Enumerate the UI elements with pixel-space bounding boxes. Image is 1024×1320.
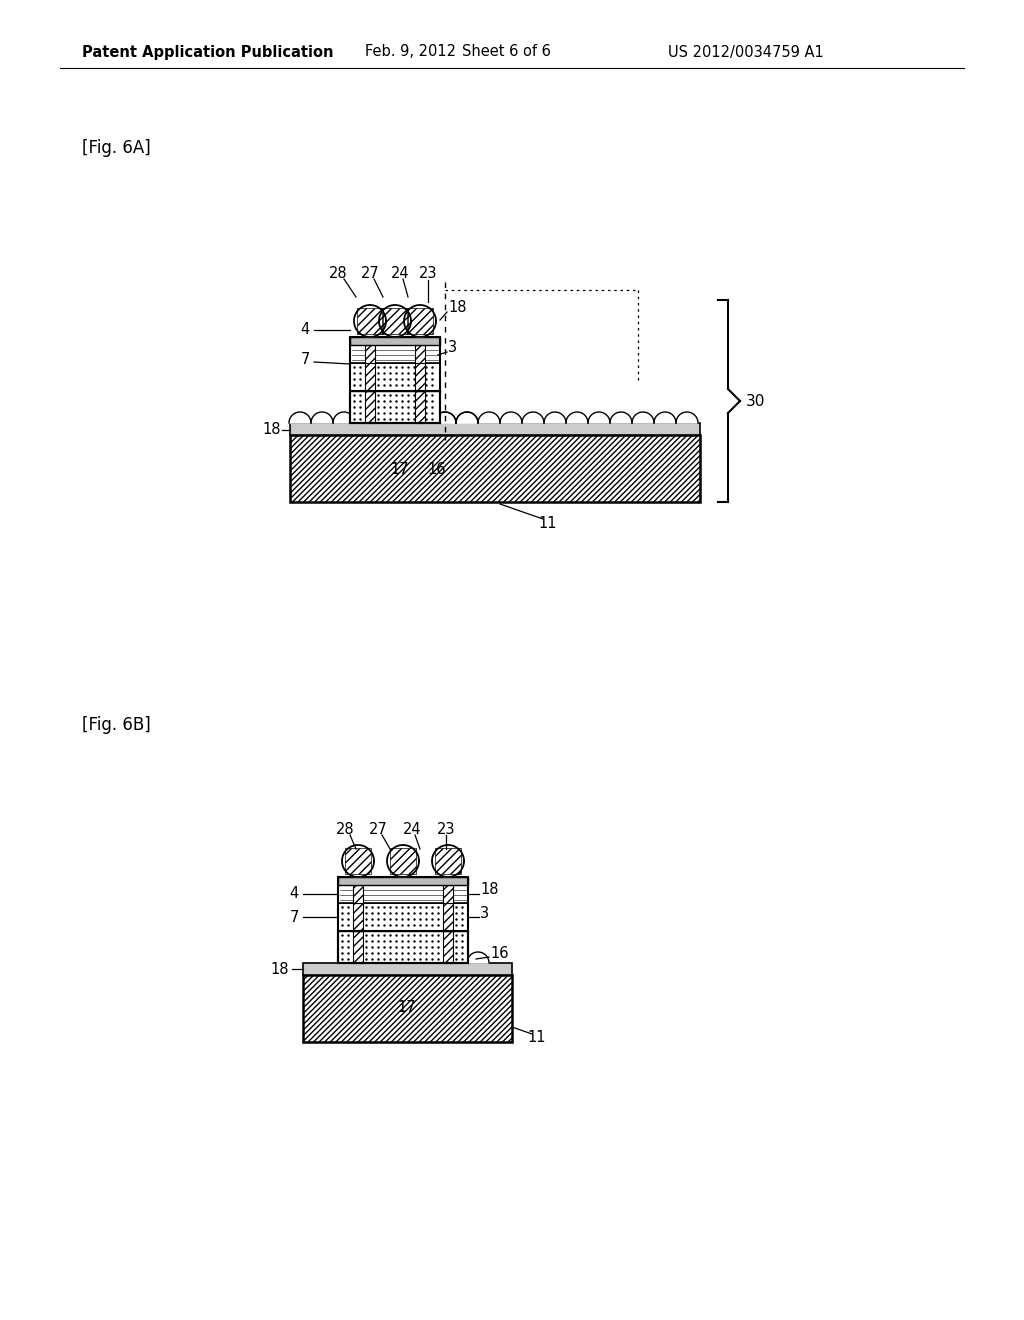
- Text: 27: 27: [369, 821, 387, 837]
- Polygon shape: [342, 845, 374, 876]
- Polygon shape: [588, 412, 610, 422]
- Text: 11: 11: [539, 516, 557, 532]
- Polygon shape: [303, 964, 512, 975]
- Polygon shape: [415, 345, 425, 363]
- Text: 17: 17: [391, 462, 410, 478]
- Text: 18: 18: [263, 422, 282, 437]
- Polygon shape: [365, 345, 375, 363]
- Text: 3: 3: [480, 906, 489, 920]
- Polygon shape: [610, 412, 632, 422]
- Polygon shape: [354, 305, 386, 337]
- Polygon shape: [443, 884, 453, 903]
- Polygon shape: [434, 412, 456, 422]
- Polygon shape: [365, 363, 375, 391]
- Polygon shape: [290, 436, 700, 502]
- Polygon shape: [353, 903, 362, 931]
- Polygon shape: [289, 412, 311, 422]
- Polygon shape: [415, 391, 425, 422]
- Polygon shape: [654, 412, 676, 422]
- Text: 7: 7: [300, 352, 309, 367]
- Text: 16: 16: [490, 945, 509, 961]
- Text: US 2012/0034759 A1: US 2012/0034759 A1: [668, 45, 823, 59]
- Polygon shape: [311, 412, 333, 422]
- Polygon shape: [353, 931, 362, 964]
- Polygon shape: [350, 363, 440, 391]
- Polygon shape: [353, 884, 362, 903]
- Polygon shape: [333, 412, 355, 422]
- Polygon shape: [350, 391, 440, 422]
- Polygon shape: [544, 412, 566, 422]
- Text: 28: 28: [336, 821, 354, 837]
- Text: 4: 4: [300, 322, 309, 338]
- Polygon shape: [467, 952, 489, 964]
- Text: Sheet 6 of 6: Sheet 6 of 6: [462, 45, 551, 59]
- Text: [Fig. 6A]: [Fig. 6A]: [82, 139, 151, 157]
- Text: 11: 11: [527, 1030, 546, 1044]
- Text: 23: 23: [419, 267, 437, 281]
- Polygon shape: [303, 975, 512, 1041]
- Polygon shape: [379, 305, 411, 337]
- Polygon shape: [432, 845, 464, 876]
- Polygon shape: [456, 412, 478, 422]
- Text: 4: 4: [290, 887, 299, 902]
- Polygon shape: [676, 412, 698, 422]
- Text: [Fig. 6B]: [Fig. 6B]: [82, 715, 151, 734]
- Polygon shape: [404, 305, 436, 337]
- Text: 17: 17: [397, 1001, 417, 1015]
- Polygon shape: [456, 412, 478, 422]
- Polygon shape: [365, 391, 375, 422]
- Polygon shape: [338, 884, 468, 903]
- Text: 7: 7: [290, 909, 299, 924]
- Polygon shape: [434, 412, 456, 422]
- Polygon shape: [338, 903, 468, 931]
- Polygon shape: [632, 412, 654, 422]
- Polygon shape: [566, 412, 588, 422]
- Text: Patent Application Publication: Patent Application Publication: [82, 45, 334, 59]
- Text: 28: 28: [329, 267, 347, 281]
- Text: 18: 18: [270, 961, 289, 977]
- Polygon shape: [338, 931, 468, 964]
- Text: 18: 18: [480, 883, 499, 898]
- Polygon shape: [500, 412, 522, 422]
- Polygon shape: [478, 412, 500, 422]
- Polygon shape: [387, 845, 419, 876]
- Text: 23: 23: [437, 821, 456, 837]
- Text: 24: 24: [391, 267, 410, 281]
- Text: 30: 30: [746, 393, 765, 408]
- Polygon shape: [415, 363, 425, 391]
- Polygon shape: [290, 422, 700, 436]
- Text: 18: 18: [449, 301, 467, 315]
- Polygon shape: [350, 345, 440, 363]
- Polygon shape: [350, 337, 440, 345]
- Text: 27: 27: [360, 267, 379, 281]
- Polygon shape: [443, 931, 453, 964]
- Polygon shape: [522, 412, 544, 422]
- Text: 3: 3: [449, 341, 457, 355]
- Text: 16: 16: [428, 462, 446, 478]
- Polygon shape: [443, 903, 453, 931]
- Text: 24: 24: [402, 821, 421, 837]
- Text: Feb. 9, 2012: Feb. 9, 2012: [365, 45, 456, 59]
- Polygon shape: [338, 876, 468, 884]
